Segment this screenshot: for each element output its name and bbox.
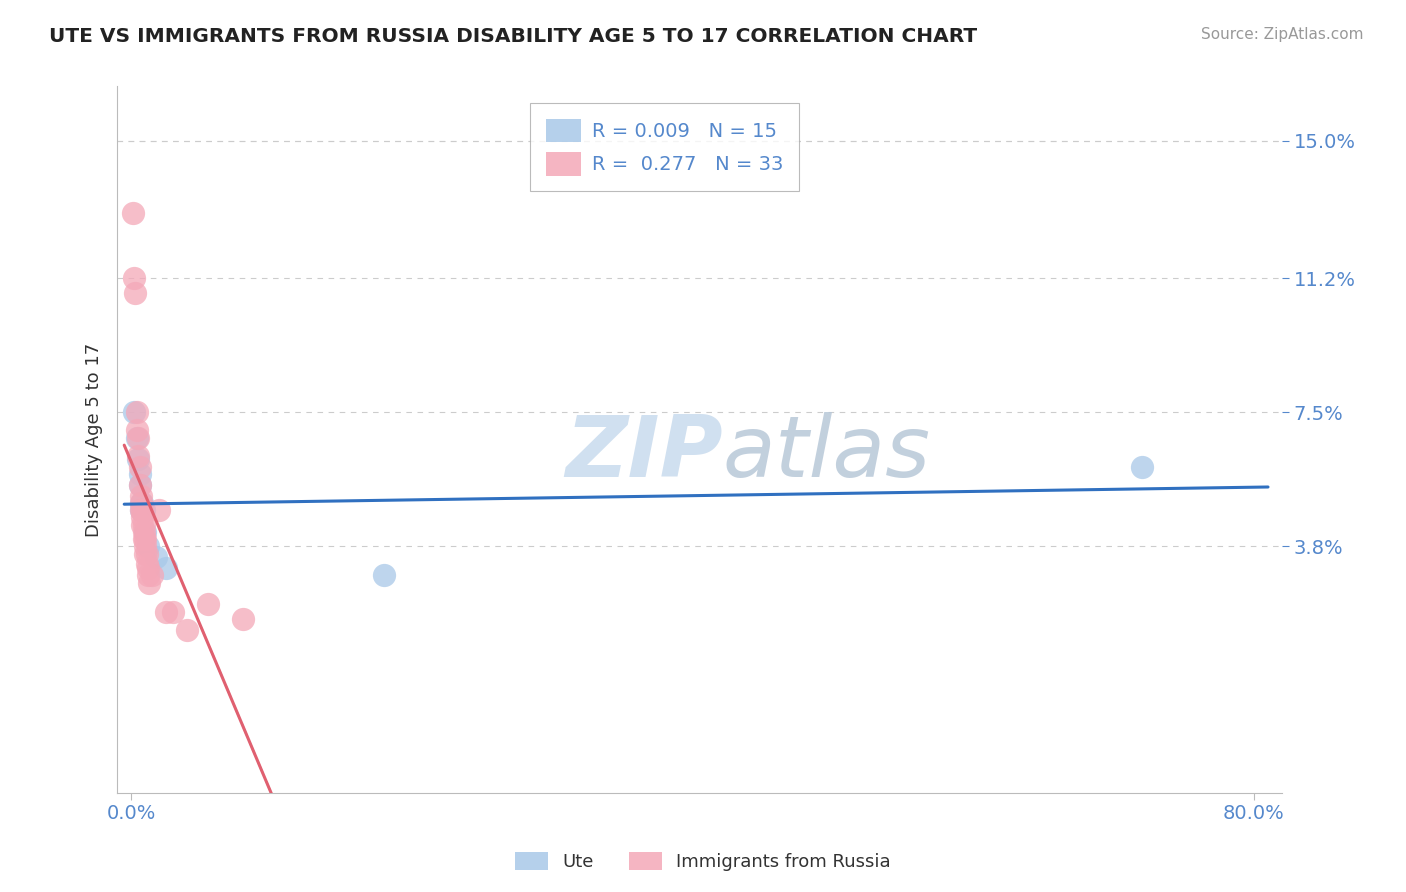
Point <box>124 285 146 300</box>
Point <box>197 597 219 611</box>
Point <box>129 503 152 517</box>
Point <box>122 271 145 285</box>
Point <box>121 206 143 220</box>
Point <box>1130 459 1153 474</box>
Point <box>176 623 198 637</box>
Point <box>131 496 153 510</box>
Point <box>232 612 254 626</box>
Point <box>128 467 150 481</box>
Point <box>136 568 159 582</box>
Text: ZIP: ZIP <box>565 412 723 495</box>
Point <box>129 496 152 510</box>
Point <box>136 540 159 554</box>
Text: UTE VS IMMIGRANTS FROM RUSSIA DISABILITY AGE 5 TO 17 CORRELATION CHART: UTE VS IMMIGRANTS FROM RUSSIA DISABILITY… <box>49 27 977 45</box>
Point <box>134 524 156 539</box>
Point <box>125 431 148 445</box>
Point <box>129 496 152 510</box>
Point <box>127 431 149 445</box>
Point <box>148 503 170 517</box>
Point <box>155 605 177 619</box>
Point <box>128 477 150 491</box>
Point <box>129 503 152 517</box>
Point <box>131 510 153 524</box>
Text: atlas: atlas <box>723 412 931 495</box>
Point <box>135 547 157 561</box>
Point <box>128 459 150 474</box>
Point <box>145 550 167 565</box>
Legend: Ute, Immigrants from Russia: Ute, Immigrants from Russia <box>508 845 898 879</box>
Point <box>129 489 152 503</box>
Point <box>134 540 156 554</box>
Point <box>132 532 155 546</box>
Point <box>136 561 159 575</box>
Point <box>134 532 156 546</box>
Point <box>155 561 177 575</box>
Legend: R = 0.009   N = 15, R =  0.277   N = 33: R = 0.009 N = 15, R = 0.277 N = 33 <box>530 103 799 192</box>
Point <box>127 452 149 467</box>
Point <box>138 575 160 590</box>
Point <box>122 405 145 419</box>
Point <box>131 517 153 532</box>
Point <box>373 568 395 582</box>
Point <box>131 503 153 517</box>
Point <box>125 424 148 438</box>
Point <box>132 517 155 532</box>
Point <box>135 558 157 572</box>
Point <box>141 568 163 582</box>
Text: Source: ZipAtlas.com: Source: ZipAtlas.com <box>1201 27 1364 42</box>
Point <box>132 524 155 539</box>
Point <box>125 405 148 419</box>
Point <box>134 547 156 561</box>
Point <box>127 449 149 463</box>
Point <box>132 503 155 517</box>
Y-axis label: Disability Age 5 to 17: Disability Age 5 to 17 <box>86 343 103 537</box>
Point <box>128 477 150 491</box>
Point <box>162 605 184 619</box>
